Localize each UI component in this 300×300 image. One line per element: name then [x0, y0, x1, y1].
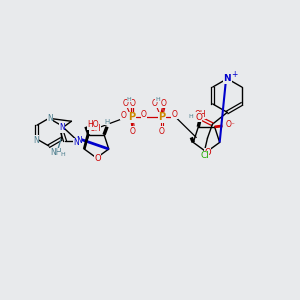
Text: H: H: [61, 152, 65, 158]
Text: N: N: [47, 114, 53, 123]
Text: P: P: [129, 112, 136, 122]
Text: N: N: [33, 136, 39, 145]
Text: N: N: [76, 136, 82, 146]
Text: O: O: [129, 127, 135, 136]
Text: H: H: [188, 115, 193, 119]
Text: P: P: [158, 112, 166, 122]
Text: N: N: [59, 123, 65, 132]
Text: OH: OH: [89, 124, 101, 133]
Text: N: N: [224, 74, 231, 83]
Text: O: O: [195, 113, 202, 122]
Text: O: O: [141, 110, 147, 119]
Text: NH: NH: [50, 148, 62, 158]
Text: O: O: [120, 111, 126, 120]
Text: Cl: Cl: [200, 152, 209, 160]
Text: H: H: [104, 119, 110, 125]
Text: O: O: [172, 110, 178, 119]
Text: O: O: [204, 148, 211, 158]
Text: +: +: [231, 70, 237, 79]
Text: OH: OH: [194, 110, 206, 118]
Text: O: O: [94, 154, 101, 164]
Text: H: H: [127, 97, 132, 102]
Text: O: O: [122, 99, 128, 108]
Text: O: O: [129, 99, 135, 108]
Text: O: O: [159, 127, 165, 136]
Text: HO: HO: [87, 120, 99, 129]
Text: H: H: [156, 97, 160, 102]
Text: O: O: [161, 99, 167, 108]
Text: O⁻: O⁻: [226, 120, 236, 129]
Text: N: N: [73, 139, 79, 148]
Text: O: O: [152, 99, 158, 108]
